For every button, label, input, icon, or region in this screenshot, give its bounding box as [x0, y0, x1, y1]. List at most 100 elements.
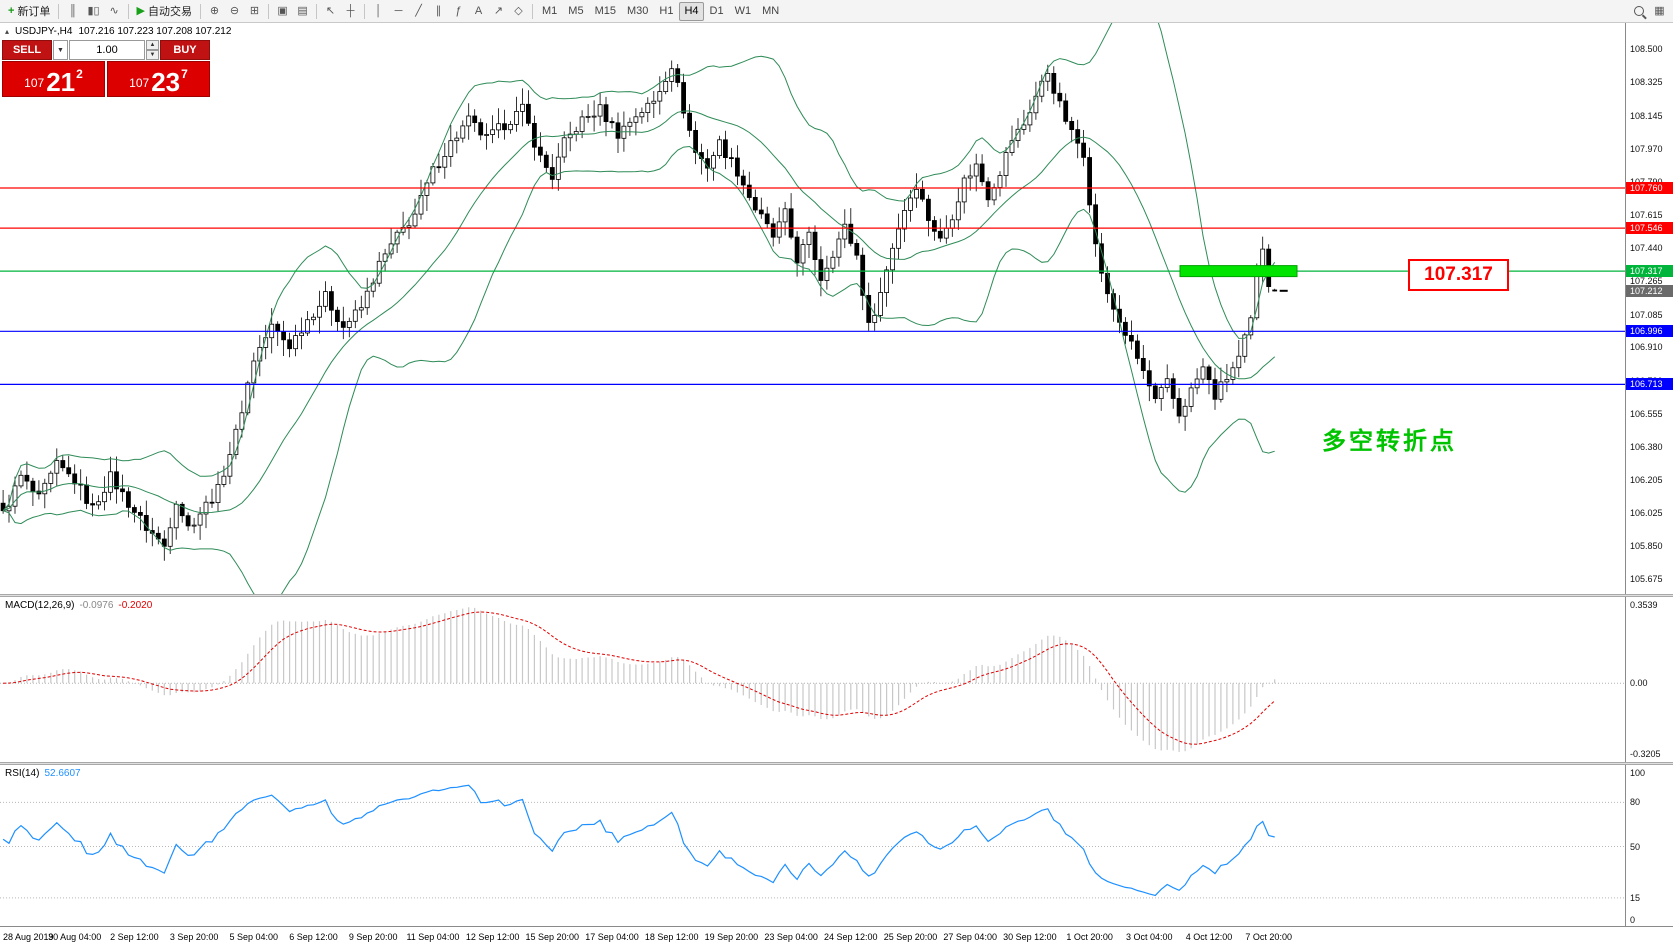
time-axis-label: 2 Sep 12:00 — [110, 932, 159, 942]
sell-price-button[interactable]: 107 21 2 — [2, 61, 105, 97]
toolbar-separator — [127, 3, 129, 19]
timeframe-m30[interactable]: M30 — [622, 2, 653, 21]
fibonacci-button[interactable]: ƒ — [449, 2, 468, 21]
channel-button[interactable]: ∥ — [429, 2, 448, 21]
time-axis-label: 5 Sep 04:00 — [229, 932, 279, 942]
macd-axis-label: -0.3205 — [1630, 749, 1661, 759]
time-axis-label: 23 Sep 04:00 — [764, 932, 818, 942]
horizontal-line-button[interactable]: ─ — [389, 2, 408, 21]
one-click-trading-panel: SELL ▼ 1.00 ▲ ▼ BUY 107 21 2 107 23 7 — [2, 40, 210, 97]
price-level-tag: 107.546 — [1626, 222, 1673, 235]
price-level-lines — [0, 187, 1625, 385]
macd-signal-line — [3, 611, 1276, 745]
lot-size-value: 1.00 — [96, 44, 118, 56]
toolbar-separator — [200, 3, 202, 19]
rsi-name: RSI(14) — [5, 768, 40, 779]
line-chart-button[interactable]: ∿ — [105, 2, 124, 21]
new-order-button[interactable]: + 新订单 — [4, 2, 54, 21]
zoom-in-button[interactable]: ⊕ — [205, 2, 224, 21]
shapes-button[interactable]: ◇ — [509, 2, 528, 21]
time-axis-label: 3 Sep 20:00 — [169, 932, 219, 942]
one-click-order-row: SELL ▼ 1.00 ▲ ▼ BUY — [2, 40, 210, 60]
zoom-out-button[interactable]: ⊖ — [225, 2, 244, 21]
price-axis-label: 106.205 — [1630, 474, 1663, 485]
time-axis-label: 6 Sep 12:00 — [289, 932, 338, 942]
timeframe-m15[interactable]: M15 — [590, 2, 621, 21]
one-click-toggle-icon[interactable]: ▴ — [5, 27, 10, 36]
timeframe-h1[interactable]: H1 — [654, 2, 678, 21]
time-axis-label: 9 Sep 20:00 — [348, 932, 398, 942]
bar-chart-icon: ║ — [69, 4, 77, 17]
cursor-icon: ↖ — [325, 4, 336, 17]
tile-windows-button[interactable]: ⊞ — [245, 2, 264, 21]
vertical-line-icon: │ — [375, 4, 382, 17]
timeframe-mn[interactable]: MN — [757, 2, 784, 21]
bar-chart-button[interactable]: ║ — [63, 2, 82, 21]
timeframe-d1[interactable]: D1 — [705, 2, 729, 21]
rsi-label: RSI(14) 52.6607 — [5, 768, 81, 779]
price-level-tag: 106.996 — [1626, 325, 1673, 338]
timeframe-h4[interactable]: H4 — [679, 1, 704, 21]
timeframe-m5[interactable]: M5 — [563, 2, 588, 21]
trendline-button[interactable]: ╱ — [409, 2, 428, 21]
time-axis-label: 18 Sep 12:00 — [644, 932, 699, 942]
line-chart-icon: ∿ — [109, 4, 119, 17]
candlestick-button[interactable]: ▮▯ — [83, 2, 103, 21]
text-button[interactable]: A — [469, 2, 488, 21]
time-axis-label: 24 Sep 12:00 — [824, 932, 878, 942]
time-axis-label: 4 Oct 12:00 — [1185, 932, 1233, 942]
panel-divider[interactable] — [0, 594, 1673, 597]
cursor-button[interactable]: ↖ — [321, 2, 340, 21]
buy-button[interactable]: BUY — [160, 40, 210, 60]
chevron-down-icon: ▼ — [57, 46, 64, 54]
toolbar-separator — [268, 3, 270, 19]
layout-button[interactable]: ▦ — [1650, 2, 1669, 21]
panel-divider[interactable] — [0, 762, 1673, 765]
price-level-tag: 107.317 — [1626, 265, 1673, 278]
search-button[interactable] — [1629, 2, 1648, 21]
macd-panel[interactable]: MACD(12,26,9) -0.0976 -0.2020 0.3539 0.00… — [0, 597, 1673, 762]
time-axis-label: 15 Sep 20:00 — [525, 932, 580, 942]
profiles-button[interactable]: ▤ — [293, 2, 312, 21]
trend-annotation: 多空转折点 — [1322, 428, 1457, 455]
autotrading-button[interactable]: ▶ 自动交易 — [133, 2, 196, 21]
new-chart-button[interactable]: ▣ — [273, 2, 292, 21]
price-level-tag: 106.713 — [1626, 378, 1673, 391]
price-axis-label: 108.145 — [1630, 110, 1663, 121]
macd-chart — [0, 607, 1625, 752]
macd-name: MACD(12,26,9) — [5, 600, 75, 611]
time-axis: 28 Aug 2019 30 Aug 04:00 2 Sep 12:00 3 Sep … — [0, 926, 1673, 948]
rsi-axis-label: 0 — [1630, 915, 1636, 925]
toolbar-separator — [532, 3, 534, 19]
lot-size-input[interactable]: 1.00 — [69, 40, 145, 60]
sell-button[interactable]: SELL — [2, 40, 52, 60]
highlight-zone — [1179, 265, 1298, 278]
price-axis-label: 106.025 — [1630, 508, 1663, 519]
chart-symbol-label: USDJPY-,H4 — [15, 26, 73, 37]
current-price-marker — [1279, 289, 1288, 292]
timeframe-w1[interactable]: W1 — [730, 2, 757, 21]
macd-main-value: -0.0976 — [79, 600, 114, 611]
arrows-button[interactable]: ↗ — [489, 2, 508, 21]
price-axis-label: 107.085 — [1630, 309, 1663, 320]
candlestick-chart[interactable] — [0, 23, 1625, 594]
price-chart-panel[interactable]: ▴ USDJPY-,H4 107.216 107.223 107.208 107… — [0, 23, 1673, 594]
timeframe-m1[interactable]: M1 — [537, 2, 562, 21]
macd-signal-value: -0.2020 — [118, 600, 153, 611]
lot-increase-button[interactable]: ▲ — [146, 40, 159, 50]
lot-decrease-button[interactable]: ▼ — [146, 50, 159, 60]
lot-dropdown-button[interactable]: ▼ — [53, 40, 68, 60]
buy-price-button[interactable]: 107 23 7 — [107, 61, 210, 97]
crosshair-button[interactable]: ┼ — [341, 2, 360, 21]
channel-icon: ∥ — [435, 4, 442, 17]
toolbar-separator — [58, 3, 60, 19]
time-axis-label: 25 Sep 20:00 — [883, 932, 938, 942]
rsi-panel[interactable]: RSI(14) 52.6607 100 80 50 15 0 — [0, 765, 1673, 926]
vertical-line-button[interactable]: │ — [369, 2, 388, 21]
chart-title: ▴ USDJPY-,H4 107.216 107.223 107.208 107… — [5, 26, 231, 37]
price-axis-label: 107.615 — [1630, 210, 1663, 221]
layout-icon: ▦ — [1654, 4, 1665, 17]
time-axis-label: 30 Aug 04:00 — [48, 932, 102, 942]
macd-axis-label: 0.00 — [1630, 678, 1648, 689]
